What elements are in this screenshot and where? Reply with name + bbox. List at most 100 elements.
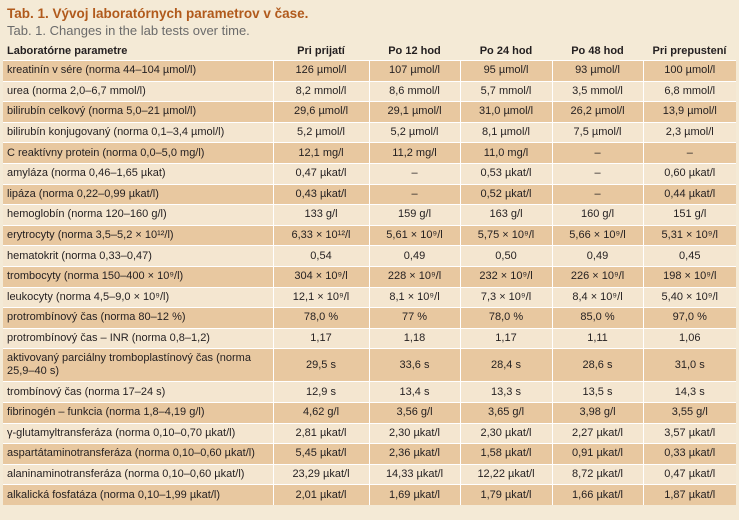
value-cell: 29,1 µmol/l	[368, 101, 460, 123]
parameter-name-cell: aktivovaný parciálny tromboplastínový ča…	[3, 348, 273, 382]
parameter-name-cell: trombocyty (norma 150–400 × 10⁹/l)	[3, 265, 273, 288]
value-cell: 29,6 µmol/l	[272, 101, 369, 123]
value-cell: –	[368, 183, 460, 205]
value-cell: 14,33 µkat/l	[368, 463, 460, 485]
value-cell: 0,47 µkat/l	[642, 463, 736, 485]
table-subtitle: Tab. 1. Changes in the lab tests over ti…	[7, 23, 250, 38]
value-cell: 1,17	[272, 327, 369, 349]
table-row: aktivovaný parciálny tromboplastínový ča…	[3, 348, 736, 382]
value-cell: 13,5 s	[551, 381, 643, 403]
table-row: fibrinogén – funkcia (norma 1,8–4,19 g/l…	[3, 401, 736, 423]
value-cell: 8,1 µmol/l	[459, 121, 552, 143]
value-cell: 5,2 µmol/l	[272, 121, 369, 143]
parameter-name-cell: bilirubín konjugovaný (norma 0,1–3,4 µmo…	[3, 121, 273, 143]
parameter-name-cell: urea (norma 2,0–6,7 mmol/l)	[3, 80, 273, 102]
value-cell: 0,54	[272, 245, 369, 267]
table-row: leukocyty (norma 4,5–9,0 × 10⁹/l) 12,1 × …	[3, 286, 736, 308]
table-row: kreatinín v sére (norma 44–104 µmol/l) 12…	[3, 60, 736, 82]
lab-tests-table: Laboratórne parametre Pri prijatí Po 12 …	[3, 41, 736, 505]
value-cell: 2,30 µkat/l	[459, 422, 552, 444]
value-cell: 0,47 µkat/l	[272, 162, 369, 185]
table-row: urea (norma 2,0–6,7 mmol/l) 8,2 mmol/l 8,6…	[3, 80, 736, 102]
value-cell: 29,5 s	[272, 348, 369, 382]
value-cell: 160 g/l	[551, 204, 643, 226]
value-cell: 100 µmol/l	[642, 60, 736, 82]
value-cell: 5,40 × 10⁹/l	[642, 286, 736, 308]
value-cell: 159 g/l	[368, 204, 460, 226]
value-cell: 78,0 %	[272, 307, 369, 329]
value-cell: 5,2 µmol/l	[368, 121, 460, 143]
parameter-name-cell: hemoglobín (norma 120–160 g/l)	[3, 204, 273, 226]
value-cell: 85,0 %	[551, 307, 643, 329]
value-cell: 8,2 mmol/l	[272, 80, 369, 102]
value-cell: 304 × 10⁹/l	[272, 265, 369, 288]
value-cell: 0,60 µkat/l	[642, 162, 736, 185]
value-cell: 6,8 mmol/l	[642, 80, 736, 102]
table-row: γ-glutamyltransferáza (norma 0,10–0,70 µ…	[3, 422, 736, 444]
table-row: C reaktívny protein (norma 0,0–5,0 mg/l)…	[3, 142, 736, 164]
value-cell: 5,75 × 10⁹/l	[459, 224, 552, 246]
parameter-name-cell: leukocyty (norma 4,5–9,0 × 10⁹/l)	[3, 286, 273, 308]
parameter-name-cell: lipáza (norma 0,22–0,99 µkat/l)	[3, 183, 273, 205]
value-cell: 33,6 s	[368, 348, 460, 382]
table-row: lipáza (norma 0,22–0,99 µkat/l) 0,43 µkat…	[3, 183, 736, 205]
value-cell: 1,87 µkat/l	[642, 484, 736, 505]
value-cell: 8,1 × 10⁹/l	[368, 286, 460, 308]
table-row: trombínový čas (norma 17–24 s) 12,9 s 13,4…	[3, 381, 736, 403]
value-cell: –	[368, 162, 460, 185]
value-cell: 5,31 × 10⁹/l	[642, 224, 736, 246]
value-cell: –	[551, 183, 643, 205]
value-cell: 23,29 µkat/l	[272, 463, 369, 485]
table-row: protrombínový čas – INR (norma 0,8–1,2) 1…	[3, 327, 736, 349]
value-cell: 11,0 mg/l	[459, 142, 552, 164]
value-cell: 3,65 g/l	[459, 401, 552, 423]
table-row: hematokrit (norma 0,33–0,47) 0,54 0,49 0,50…	[3, 245, 736, 267]
value-cell: 5,7 mmol/l	[459, 80, 552, 102]
header-parameter: Laboratórne parametre	[3, 41, 273, 61]
value-cell: 5,66 × 10⁹/l	[551, 224, 643, 246]
parameter-name-cell: amyláza (norma 0,46–1,65 µkat)	[3, 162, 273, 185]
header-row: Laboratórne parametre Pri prijatí Po 12 …	[3, 41, 736, 61]
value-cell: 2,3 µmol/l	[642, 121, 736, 143]
value-cell: 12,9 s	[272, 381, 369, 403]
value-cell: 77 %	[368, 307, 460, 329]
value-cell: 5,61 × 10⁹/l	[368, 224, 460, 246]
parameter-name-cell: bilirubín celkový (norma 5,0–21 µmol/l)	[3, 101, 273, 123]
value-cell: 3,57 µkat/l	[642, 422, 736, 444]
value-cell: 0,43 µkat/l	[272, 183, 369, 205]
value-cell: 0,45	[642, 245, 736, 267]
header-12h: Po 12 hod	[369, 41, 460, 61]
parameter-name-cell: aspartátaminotransferáza (norma 0,10–0,6…	[3, 443, 273, 465]
table-row: trombocyty (norma 150–400 × 10⁹/l) 304 × …	[3, 265, 736, 288]
value-cell: 2,81 µkat/l	[272, 422, 369, 444]
parameter-name-cell: hematokrit (norma 0,33–0,47)	[3, 245, 273, 267]
value-cell: 12,1 mg/l	[272, 142, 369, 164]
value-cell: 163 g/l	[459, 204, 552, 226]
value-cell: 13,9 µmol/l	[642, 101, 736, 123]
parameter-name-cell: protrombínový čas – INR (norma 0,8–1,2)	[3, 327, 273, 349]
parameter-name-cell: fibrinogén – funkcia (norma 1,8–4,19 g/l…	[3, 401, 273, 423]
value-cell: 14,3 s	[642, 381, 736, 403]
parameter-name-cell: C reaktívny protein (norma 0,0–5,0 mg/l)	[3, 142, 273, 164]
value-cell: 78,0 %	[459, 307, 552, 329]
value-cell: 28,4 s	[459, 348, 552, 382]
parameter-name-cell: erytrocyty (norma 3,5–5,2 × 10¹²/l)	[3, 224, 273, 246]
table-row: aspartátaminotransferáza (norma 0,10–0,6…	[3, 443, 736, 465]
table-row: amyláza (norma 0,46–1,65 µkat) 0,47 µkat/…	[3, 162, 736, 185]
parameter-name-cell: protrombínový čas (norma 80–12 %)	[3, 307, 273, 329]
value-cell: –	[551, 162, 643, 185]
table-row: erytrocyty (norma 3,5–5,2 × 10¹²/l) 6,33 …	[3, 224, 736, 246]
value-cell: 133 g/l	[272, 204, 369, 226]
value-cell: 3,98 g/l	[551, 401, 643, 423]
value-cell: 5,45 µkat/l	[272, 443, 369, 465]
value-cell: 2,01 µkat/l	[272, 484, 369, 505]
parameter-name-cell: kreatinín v sére (norma 44–104 µmol/l)	[3, 60, 273, 82]
value-cell: 12,22 µkat/l	[459, 463, 552, 485]
value-cell: 0,52 µkat/l	[459, 183, 552, 205]
value-cell: 226 × 10⁹/l	[551, 265, 643, 288]
value-cell: 107 µmol/l	[368, 60, 460, 82]
value-cell: –	[551, 142, 643, 164]
value-cell: 151 g/l	[642, 204, 736, 226]
value-cell: 0,49	[368, 245, 460, 267]
